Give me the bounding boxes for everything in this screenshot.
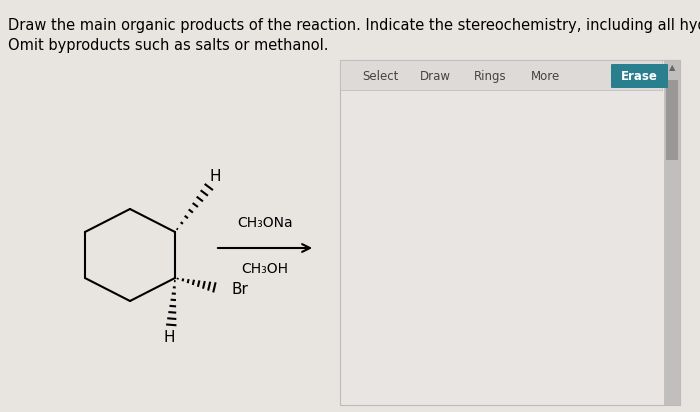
Text: H: H	[163, 330, 175, 346]
Text: Draw: Draw	[419, 70, 451, 82]
Text: Rings: Rings	[474, 70, 506, 82]
Bar	[340, 60, 662, 90]
Text: ▲: ▲	[668, 63, 676, 73]
Text: Omit byproducts such as salts or methanol.: Omit byproducts such as salts or methano…	[8, 38, 328, 53]
Text: Select: Select	[362, 70, 398, 82]
Text: H: H	[209, 169, 220, 183]
Bar	[340, 60, 680, 405]
Bar	[664, 60, 680, 405]
Text: CH₃OH: CH₃OH	[241, 262, 288, 276]
Text: More: More	[531, 70, 559, 82]
Text: CH₃ONa: CH₃ONa	[237, 216, 293, 230]
Text: Draw the main organic products of the reaction. Indicate the stereochemistry, in: Draw the main organic products of the re…	[8, 18, 700, 33]
Text: Erase: Erase	[621, 70, 658, 82]
FancyBboxPatch shape	[611, 64, 668, 88]
Text: Br: Br	[231, 283, 248, 297]
Bar	[666, 80, 678, 160]
